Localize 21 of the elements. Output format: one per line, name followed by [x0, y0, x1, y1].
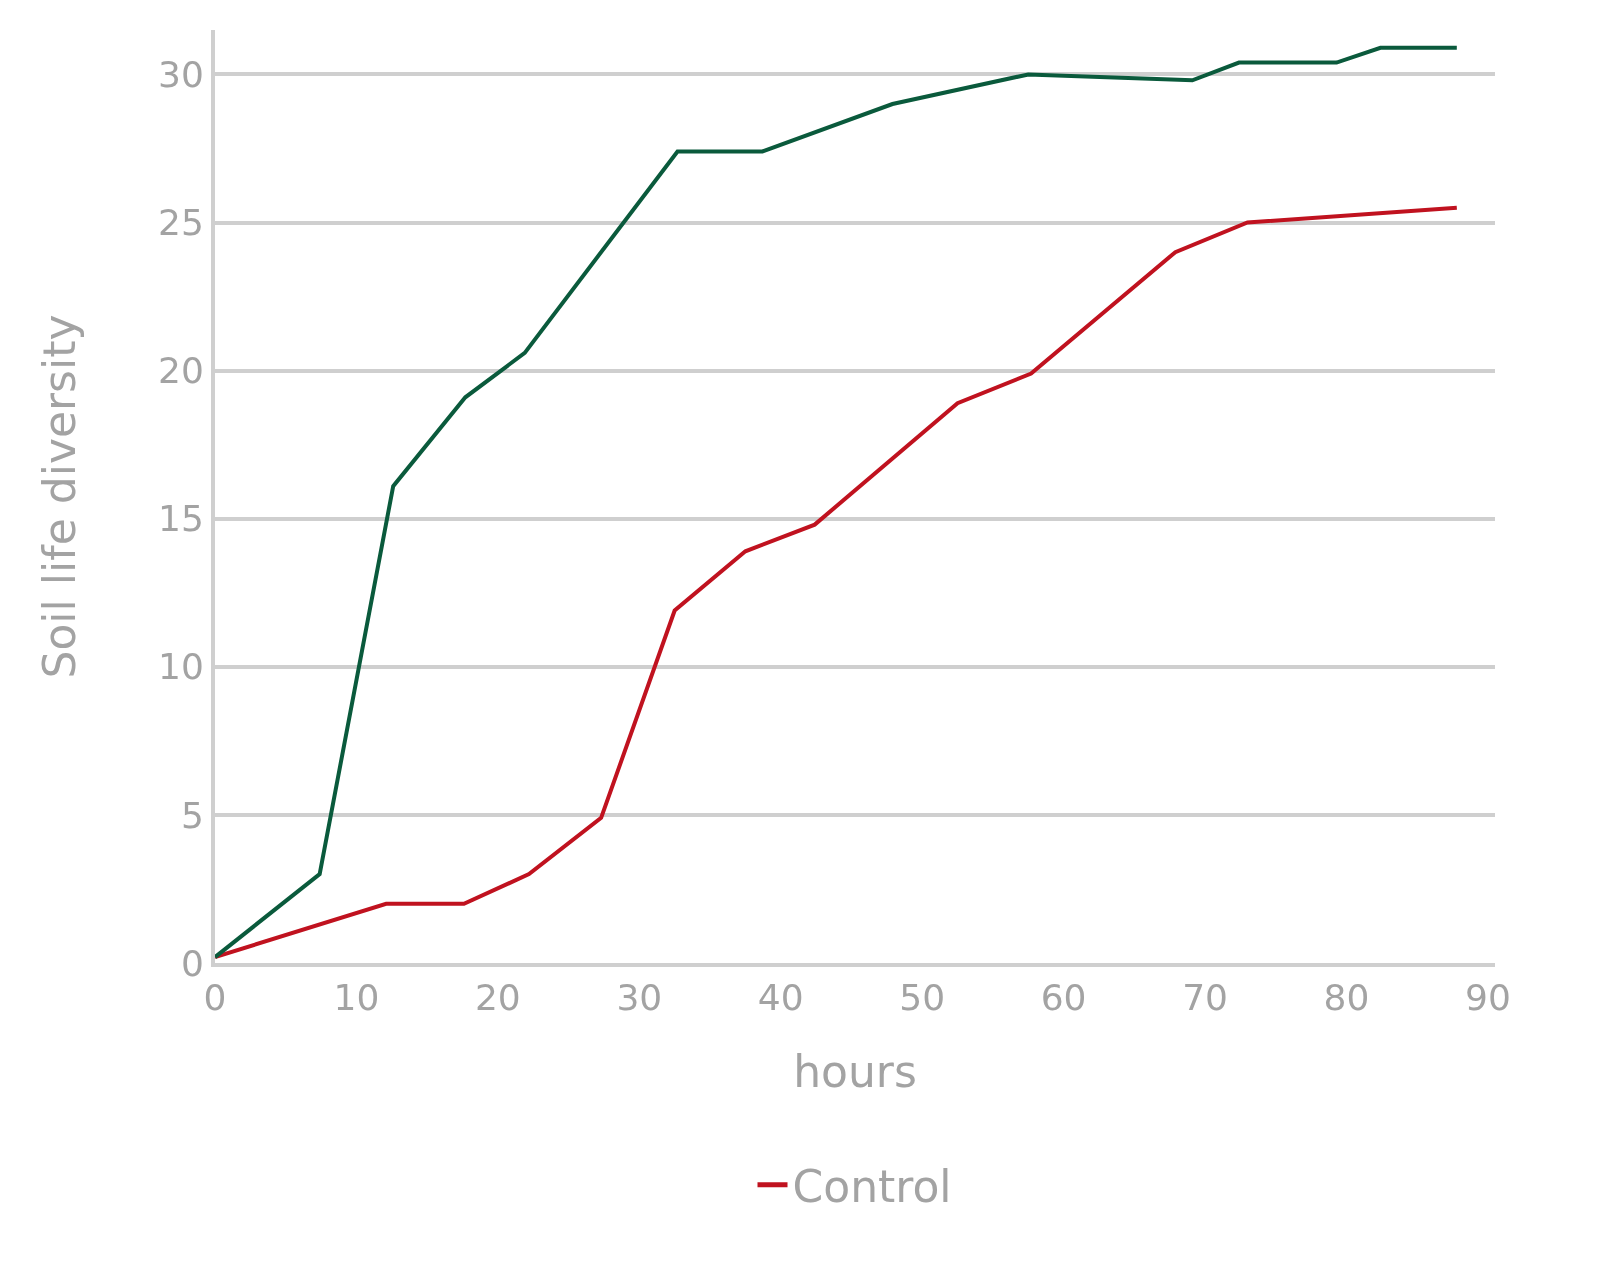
y-tick-label: 5 [180, 794, 204, 836]
line-series [215, 205, 1459, 960]
y-tick-label: 30 [157, 54, 204, 96]
x-tick-label: 40 [757, 977, 804, 1019]
x-tick-label: 20 [474, 977, 521, 1019]
x-tick-label: 10 [333, 977, 380, 1019]
legend-label: Control [792, 1160, 952, 1212]
y-tick-label: 0 [180, 942, 204, 984]
x-tick-label: 30 [616, 977, 663, 1019]
y-axis-title: Soil life diversity [33, 314, 85, 679]
y-tick-label: 25 [157, 202, 204, 244]
x-axis-title: hours [793, 1046, 917, 1097]
x-tick-label: 70 [1182, 977, 1228, 1019]
y-tick-label: 10 [157, 646, 204, 688]
y-tick-label: 15 [157, 498, 204, 540]
x-tick-label: 60 [1040, 977, 1087, 1019]
line-series [215, 45, 1459, 960]
x-tick-label: 90 [1465, 977, 1511, 1019]
x-tick-label: 50 [899, 977, 946, 1019]
y-tick-label: 20 [157, 350, 204, 392]
x-tick-label: 80 [1323, 977, 1370, 1019]
